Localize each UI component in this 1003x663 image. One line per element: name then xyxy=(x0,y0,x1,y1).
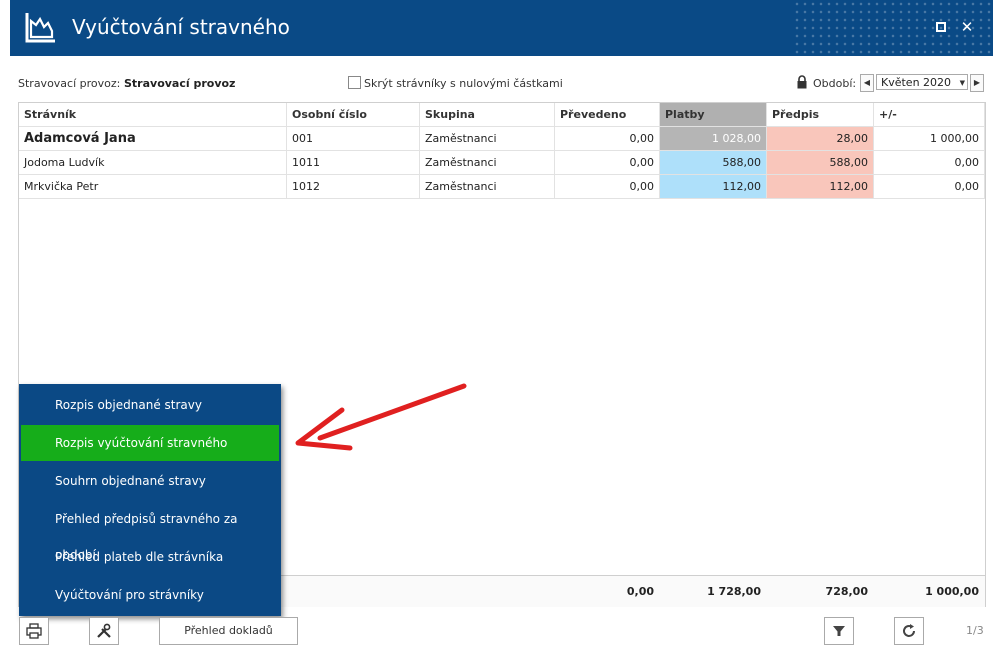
documents-overview-button[interactable]: Přehled dokladů xyxy=(159,617,298,645)
title-bar-pattern xyxy=(793,0,993,56)
period-label: Období: xyxy=(813,77,857,90)
cell-diff: 0,00 xyxy=(874,151,985,175)
filter-button[interactable] xyxy=(824,617,854,645)
cell-transferred: 0,00 xyxy=(555,151,660,175)
print-button[interactable] xyxy=(19,617,49,645)
menu-item-order-breakdown[interactable]: Rozpis objednané stravy xyxy=(55,398,202,412)
cell-payments[interactable]: 1 028,00 xyxy=(660,127,767,151)
tools-button[interactable] xyxy=(89,617,119,645)
total-transferred: 0,00 xyxy=(626,585,654,598)
provoz-label: Stravovací provoz: xyxy=(18,77,121,90)
reports-menu: Rozpis objednané stravy Rozpis vyúčtován… xyxy=(19,384,281,616)
cell-prescription: 588,00 xyxy=(767,151,874,175)
cell-name: Mrkvička Petr xyxy=(19,175,287,199)
cell-name: Jodoma Ludvík xyxy=(19,151,287,175)
cell-name: Adamcová Jana xyxy=(19,127,287,151)
cell-number: 1012 xyxy=(287,175,420,199)
menu-item-payments-overview[interactable]: Přehled plateb dle strávníka xyxy=(55,550,224,564)
title-bar: Vyúčtování stravného ✕ xyxy=(10,0,993,56)
provoz-value[interactable]: Stravovací provoz xyxy=(124,77,236,90)
cell-number: 001 xyxy=(287,127,420,151)
table-row[interactable]: Jodoma Ludvík 1011 Zaměstnanci 0,00 588,… xyxy=(19,151,985,175)
filter-bar: Stravovací provoz: Stravovací provoz Skr… xyxy=(18,72,988,94)
cell-transferred: 0,00 xyxy=(555,127,660,151)
period-select[interactable]: Květen 2020 ▼ xyxy=(876,74,968,90)
tools-icon xyxy=(97,623,111,638)
page-indicator: 1/3 xyxy=(966,624,984,637)
col-header-transferred[interactable]: Převedeno xyxy=(555,103,660,127)
cell-diff: 1 000,00 xyxy=(874,127,985,151)
col-header-group[interactable]: Skupina xyxy=(420,103,555,127)
col-header-payments[interactable]: Platby xyxy=(660,103,767,127)
cell-group: Zaměstnanci xyxy=(420,175,555,199)
cell-prescription: 28,00 xyxy=(767,127,874,151)
total-payments: 1 728,00 xyxy=(707,585,761,598)
period-next-icon[interactable]: ▶ xyxy=(970,74,984,92)
refresh-icon xyxy=(903,624,915,637)
lock-icon xyxy=(797,75,807,89)
hide-zero-checkbox[interactable] xyxy=(348,76,361,89)
cell-prescription: 112,00 xyxy=(767,175,874,199)
cell-payments[interactable]: 588,00 xyxy=(660,151,767,175)
table-row[interactable]: Adamcová Jana 001 Zaměstnanci 0,00 1 028… xyxy=(19,127,985,151)
window-title: Vyúčtování stravného xyxy=(72,15,290,39)
menu-item-billing-for-diners[interactable]: Vyúčtování pro strávníky xyxy=(55,588,204,602)
cell-group: Zaměstnanci xyxy=(420,151,555,175)
col-header-prescription[interactable]: Předpis xyxy=(767,103,874,127)
close-icon[interactable]: ✕ xyxy=(960,18,974,36)
menu-item-order-summary[interactable]: Souhrn objednané stravy xyxy=(55,474,206,488)
col-header-number[interactable]: Osobní číslo xyxy=(287,103,420,127)
table-header: Strávník Osobní číslo Skupina Převedeno … xyxy=(19,103,985,127)
table-row[interactable]: Mrkvička Petr 1012 Zaměstnanci 0,00 112,… xyxy=(19,175,985,199)
period-prev-icon[interactable]: ◀ xyxy=(860,74,874,92)
report-icon xyxy=(25,13,55,43)
cell-group: Zaměstnanci xyxy=(420,127,555,151)
period-value: Květen 2020 xyxy=(881,76,952,89)
col-header-diff[interactable]: +/- xyxy=(874,103,985,127)
hide-zero-label[interactable]: Skrýt strávníky s nulovými částkami xyxy=(364,77,563,90)
menu-item-prescription-overview[interactable]: Přehled předpisů stravného za období xyxy=(55,512,238,562)
print-icon xyxy=(26,623,42,639)
annotation-arrow-icon xyxy=(295,383,467,451)
menu-item-billing-breakdown[interactable]: Rozpis vyúčtování stravného xyxy=(21,425,279,461)
restore-icon[interactable] xyxy=(932,18,950,36)
cell-transferred: 0,00 xyxy=(555,175,660,199)
total-diff: 1 000,00 xyxy=(925,585,979,598)
col-header-name[interactable]: Strávník xyxy=(19,103,287,127)
cell-payments[interactable]: 112,00 xyxy=(660,175,767,199)
refresh-button[interactable] xyxy=(894,617,924,645)
filter-icon xyxy=(833,626,845,636)
cell-diff: 0,00 xyxy=(874,175,985,199)
total-prescription: 728,00 xyxy=(825,585,868,598)
chevron-down-icon: ▼ xyxy=(959,79,965,87)
cell-number: 1011 xyxy=(287,151,420,175)
